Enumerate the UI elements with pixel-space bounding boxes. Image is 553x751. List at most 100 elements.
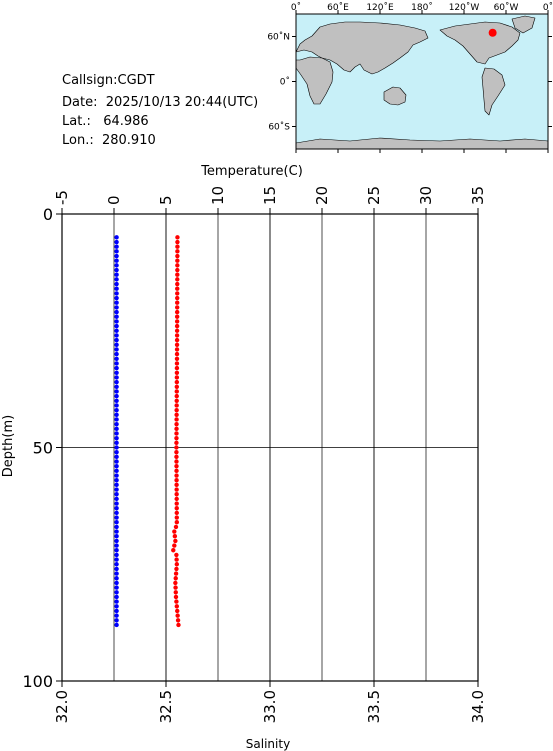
salinity-point [174,384,180,389]
salinity-point [175,277,180,282]
temperature-point [114,309,119,315]
temperature-point [114,291,119,296]
chart-points [114,235,181,628]
temperature-point [114,538,119,544]
temperature-tick-label: 25 [365,186,383,205]
temperature-point [114,239,119,245]
salinity-point [174,604,180,609]
temperature-point [114,337,119,343]
temperature-point [114,613,119,618]
salinity-point [174,515,179,520]
salinity-point [174,407,179,413]
map-lon-label: 120˚W [449,2,480,13]
temperature-axis-title: Temperature(C) [200,164,303,179]
salinity-point [175,249,180,254]
temperature-tick-label: 5 [157,195,175,205]
salinity-point [174,356,180,361]
temperature-point [114,412,119,418]
temperature-point [114,393,119,399]
temperature-point [114,594,119,600]
salinity-point [174,393,179,399]
temperature-point [114,524,119,530]
salinity-point [174,323,180,329]
temperature-point [114,403,119,408]
salinity-point [174,431,179,436]
temperature-point [114,328,119,333]
callsign-text: Callsign:CGDT [62,73,155,88]
temperature-tick-label: 0 [105,195,123,205]
temperature-point [114,459,119,464]
temperature-point [114,576,119,581]
map-tick-labels: 0˚ 60˚E 120˚E 180˚ 120˚W 60˚W 0˚ 60˚N 0˚ 60˚S [267,2,553,133]
salinity-point [173,524,179,530]
map-lat-label: 60˚S [268,122,290,133]
salinity-point [174,557,179,562]
temperature-point [114,510,119,516]
salinity-point [174,463,179,469]
salinity-point [175,618,181,623]
temperature-point [114,440,119,446]
temperature-point [114,548,119,553]
temperature-tick-label: 10 [209,186,227,205]
salinity-point [173,538,178,544]
location-map: 0˚ 60˚E 120˚E 180˚ 120˚W 60˚W 0˚ 60˚N 0˚ 60˚S [267,2,553,153]
temperature-point [114,244,119,249]
temperature-point [114,426,119,432]
salinity-point [175,291,180,296]
temperature-point [114,384,119,389]
temperature-point [114,482,119,488]
salinity-point [175,295,180,301]
temperature-point [114,361,119,366]
temperature-point [114,356,119,361]
salinity-tick-label: 32.0 [53,690,71,723]
salinity-point [175,235,180,240]
temperature-point [114,333,119,338]
temperature-point [114,286,119,291]
salinity-point [174,599,179,604]
salinity-point [174,562,180,567]
depth-tick-label: 50 [33,439,53,458]
temperature-point [114,323,119,329]
temperature-point [114,375,119,380]
salinity-point [174,361,180,366]
temperature-point [114,421,119,427]
temperature-point [114,258,119,263]
salinity-point [174,389,179,394]
temperature-point [114,515,119,520]
salinity-point [172,534,178,539]
salinity-point [174,454,179,460]
salinity-point [174,468,179,474]
map-lat-label: 0˚ [280,77,290,88]
salinity-point [174,337,180,343]
temperature-point [114,496,119,502]
temperature-point [114,281,119,287]
temperature-point [114,314,119,319]
salinity-point [174,477,179,483]
temperature-point [114,571,119,576]
salinity-point [173,571,179,576]
salinity-point [175,239,180,245]
salinity-point [175,281,180,287]
salinity-point [174,412,179,418]
salinity-point [174,473,179,478]
salinity-point [175,253,180,259]
temperature-point [114,295,119,301]
temperature-point [114,543,119,548]
temperature-point [114,389,119,394]
salinity-point [171,548,176,553]
salinity-point [175,613,180,618]
depth-tick-label: 0 [43,205,53,224]
salinity-point [174,566,179,572]
salinity-point [173,580,178,586]
salinity-point [174,510,179,516]
temperature-point [114,492,119,497]
temperature-point [114,506,119,511]
salinity-point [174,459,179,464]
salinity-point [176,622,181,628]
salinity-point [174,351,180,357]
map-land [295,15,549,150]
temperature-point [114,590,119,595]
salinity-point [174,342,180,347]
salinity-point [174,347,180,352]
